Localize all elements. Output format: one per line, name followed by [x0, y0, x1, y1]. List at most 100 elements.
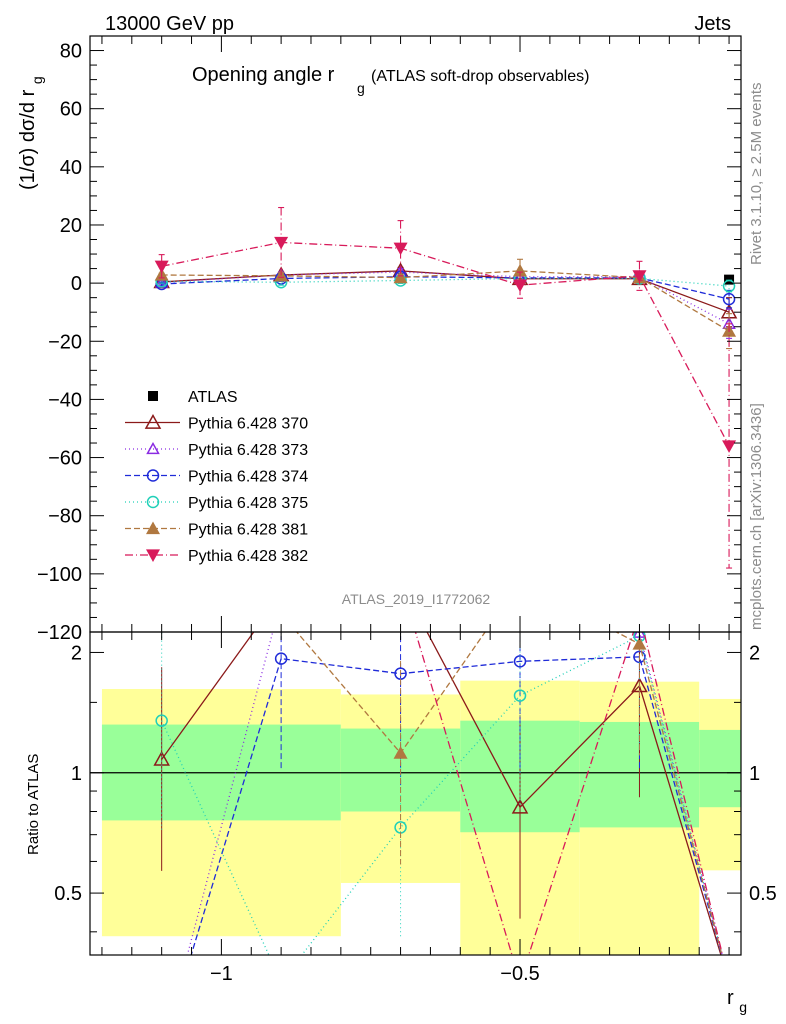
ratio-series-line-5	[414, 632, 724, 955]
main-series-line-6	[161, 241, 730, 447]
main-point-6-4-shape	[632, 270, 647, 283]
main-ytick-label-4: 0	[71, 273, 82, 295]
legend-entry-6: Pythia 6.428 382	[125, 548, 308, 565]
legend-marker-4	[146, 495, 160, 509]
ratio-point-2-1	[274, 652, 288, 665]
main-point-6-0	[154, 260, 169, 274]
ratio-ylabel: Ratio to ATLAS	[25, 754, 42, 855]
ratio-point-4-2	[393, 746, 408, 759]
legend-entry-1: Pythia 6.428 370	[125, 413, 308, 433]
main-point-6-3-shape	[513, 279, 528, 293]
legend-marker-6	[146, 549, 160, 562]
main-point-4-5-shape	[722, 279, 736, 293]
ratio-point-3-3-shape	[513, 689, 527, 702]
ratio-frame	[89, 631, 742, 956]
main-ytick-label-7: −60	[48, 448, 82, 470]
main-point-6-1-shape	[274, 236, 289, 250]
main-plot	[153, 206, 738, 569]
ratio-point-4-4	[632, 636, 647, 650]
legend-marker-2	[146, 441, 160, 455]
xlabel-text: r	[727, 987, 734, 1009]
main-series-line-3	[161, 276, 730, 300]
main-point-3-5	[722, 292, 736, 306]
ratio-bands	[90, 680, 741, 955]
main-point-3-5-shape	[722, 292, 736, 306]
main-ytick-label-0: 80	[60, 41, 82, 63]
legend-entry-4: Pythia 6.428 375	[125, 495, 308, 512]
legend-marker-2-shape	[146, 441, 160, 455]
main-point-5-3	[513, 263, 528, 277]
main-ytick-label-9: −100	[37, 564, 82, 586]
chart-title-extra: (ATLAS soft-drop observables)	[371, 68, 589, 85]
main-ylabel-text: (1/σ) dσ/d r	[17, 89, 39, 190]
main-point-4-5	[722, 279, 736, 293]
legend-marker-5	[146, 521, 160, 535]
main-ylabel-sub: g	[29, 76, 45, 84]
legend: ATLAS Pythia 6.428 370 Pythia 6.428 373 Pyt…	[125, 389, 308, 565]
energy-label: 13000 GeV pp	[105, 13, 234, 35]
ratio-series-4	[295, 632, 723, 955]
legend-label-2: Pythia 6.428 373	[188, 442, 308, 459]
rivet-version-label: Rivet 3.1.10, ≥ 2.5M events	[748, 83, 765, 266]
main-point-6-4	[632, 270, 647, 283]
ratio-point-3-0-shape	[155, 714, 168, 727]
main-point-5-3-shape	[513, 263, 528, 277]
main-point-6-0-shape	[154, 260, 169, 274]
legend-entry-0: ATLAS	[148, 389, 238, 406]
main-point-6-2	[393, 242, 408, 256]
main-ytick-label-10: −120	[37, 622, 82, 644]
main-point-0-5-shape	[724, 274, 735, 285]
ratio-band-inner-4	[699, 729, 741, 808]
main-point-6-3	[513, 279, 528, 293]
legend-marker-3-shape	[146, 469, 160, 482]
main-ytick-label-1: 60	[60, 99, 82, 121]
legend-entry-3: Pythia 6.428 374	[125, 469, 308, 486]
main-point-6-5	[722, 440, 737, 453]
chart-title: Opening angle r	[192, 64, 335, 86]
legend-label-3: Pythia 6.428 374	[188, 469, 308, 486]
legend-label-5: Pythia 6.428 381	[188, 522, 308, 539]
legend-label-1: Pythia 6.428 370	[188, 416, 308, 433]
main-ytick-label-3: 20	[60, 215, 82, 237]
legend-label-6: Pythia 6.428 382	[188, 548, 308, 565]
main-ytick-label-8: −80	[48, 506, 82, 528]
legend-marker-5-shape	[146, 521, 160, 535]
legend-marker-3	[146, 469, 160, 482]
legend-marker-6-shape	[146, 549, 160, 562]
ratio-point-4-2-shape	[393, 746, 408, 759]
ratio-ytick-label-right-2: 0.5	[749, 883, 777, 905]
ratio-series-5	[414, 632, 724, 955]
main-series-6	[154, 206, 737, 569]
main-point-5-2	[393, 270, 408, 284]
axes-frames: 80 60 40 20 0 −20 −40 −60 −80 −100 −120 −1 −0.5 2 2 1 1 0…	[37, 35, 777, 985]
main-series-1	[153, 262, 738, 328]
chart-title-main: Opening angle r	[192, 64, 335, 86]
ratio-ytick-label-right-0: 2	[749, 642, 760, 664]
legend-marker-1-shape	[144, 413, 162, 429]
main-series-0	[724, 274, 735, 285]
legend-marker-0	[148, 391, 158, 401]
legend-marker-1	[144, 413, 162, 429]
ratio-ytick-label-left-1: 1	[71, 763, 82, 785]
main-series-line-5	[161, 270, 730, 332]
category-label: Jets	[694, 13, 731, 35]
legend-marker-0-shape	[148, 391, 158, 401]
main-frame	[89, 35, 742, 633]
main-ytick-label-6: −40	[48, 389, 82, 411]
main-point-6-5-shape	[722, 440, 737, 453]
main-series-5	[154, 258, 737, 350]
main-point-6-1	[274, 236, 289, 250]
ratio-plot	[153, 632, 724, 955]
xlabel: r g	[727, 987, 747, 1015]
legend-marker-4-shape	[146, 495, 160, 509]
legend-label-0: ATLAS	[188, 389, 238, 406]
ratio-point-4-4-shape	[632, 636, 647, 650]
ratio-xtick-label-1: −0.5	[500, 963, 539, 985]
ratio-point-3-3	[513, 689, 527, 702]
ratio-point-3-0	[155, 714, 168, 727]
main-ylabel: (1/σ) dσ/d r g	[17, 76, 45, 190]
xlabel-sub: g	[739, 999, 747, 1015]
legend-entry-2: Pythia 6.428 373	[125, 441, 308, 459]
ratio-point-2-1-shape	[274, 652, 288, 665]
